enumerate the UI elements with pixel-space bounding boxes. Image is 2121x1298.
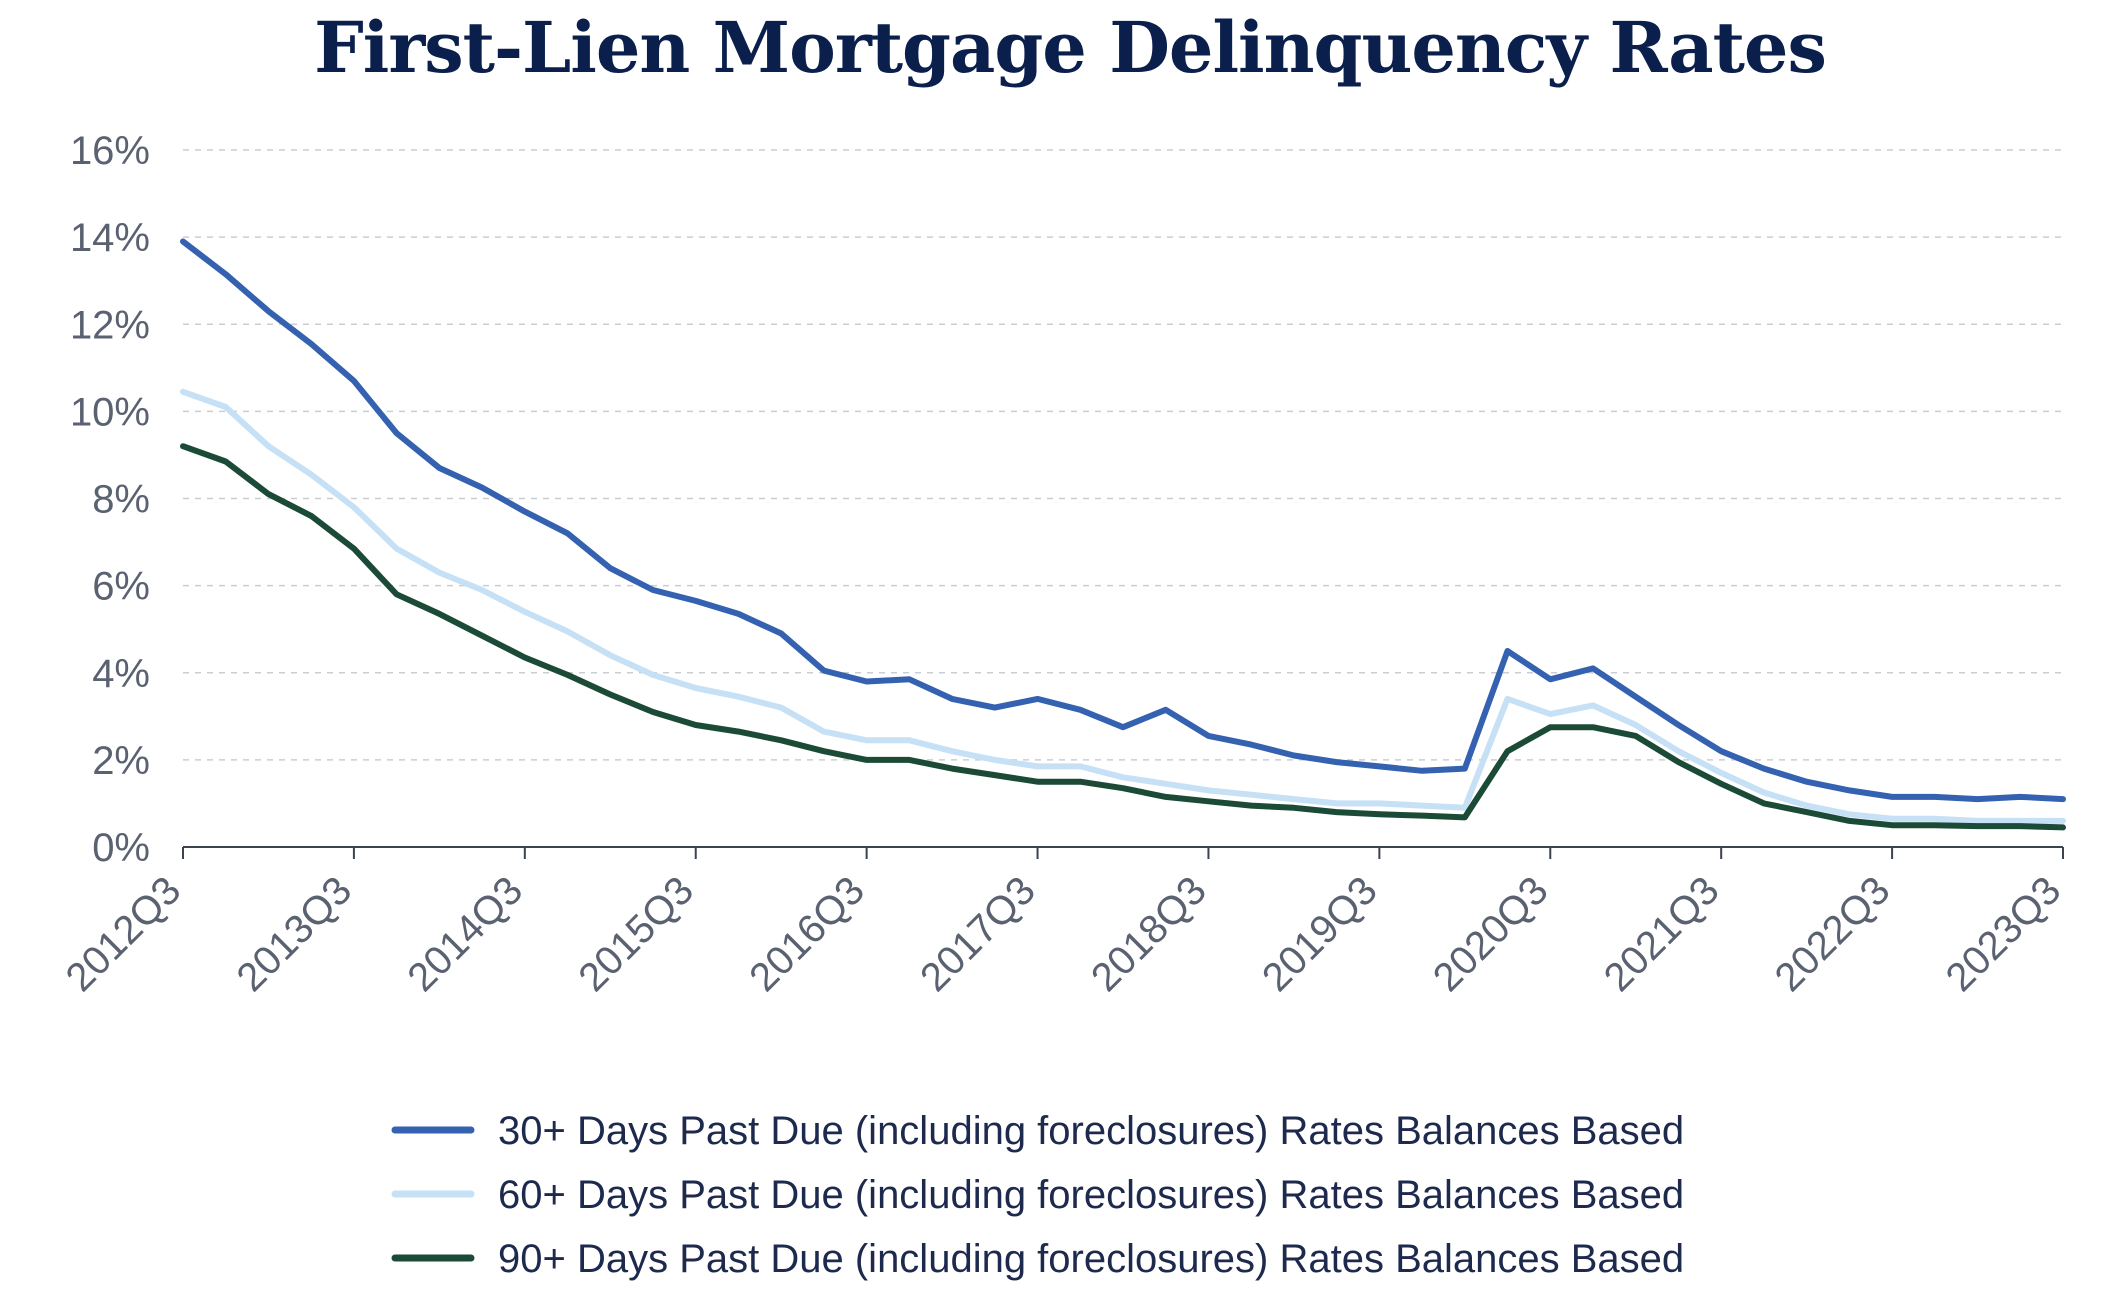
x-tick-label: 2015Q3 <box>570 868 702 1000</box>
x-tick-label: 2016Q3 <box>741 868 873 1000</box>
y-axis: 0% 2% 4% 6% 8% 10% 12% 14% 16% <box>70 129 150 870</box>
y-tick-label: 10% <box>70 390 150 434</box>
legend-label: 60+ Days Past Due (including foreclosure… <box>498 1173 1684 1217</box>
series-line-3 <box>180 443 2066 831</box>
x-tick-label: 2021Q3 <box>1596 868 1728 1000</box>
x-axis: 2012Q3 2013Q3 2014Q3 2015Q3 2016Q3 2017Q3 2018… <box>58 846 2070 1000</box>
x-tick-label: 2012Q3 <box>58 868 190 1000</box>
y-tick-label: 14% <box>70 216 150 260</box>
legend-label: 30+ Days Past Due (including foreclosure… <box>498 1109 1684 1153</box>
x-tick-label: 2014Q3 <box>399 868 531 1000</box>
y-tick-label: 12% <box>70 303 150 347</box>
legend-label: 90+ Days Past Due (including foreclosure… <box>498 1237 1684 1281</box>
series-lines <box>180 238 2066 831</box>
x-tick-label: 2013Q3 <box>229 868 361 1000</box>
chart-title: First-Lien Mortgage Delinquency Rates <box>314 6 1826 89</box>
y-tick-label: 0% <box>92 826 150 870</box>
series-line-2 <box>180 388 2066 824</box>
x-tick-label: 2017Q3 <box>912 868 1044 1000</box>
series-line-1 <box>180 238 2066 803</box>
x-tick-label: 2019Q3 <box>1254 868 1386 1000</box>
y-tick-label: 2% <box>92 739 150 783</box>
x-tick-label: 2020Q3 <box>1425 868 1557 1000</box>
legend: 30+ Days Past Due (including foreclosure… <box>391 1109 1684 1281</box>
y-tick-label: 8% <box>92 478 150 522</box>
x-tick-label: 2018Q3 <box>1083 868 1215 1000</box>
x-tick-label: 2022Q3 <box>1767 868 1899 1000</box>
y-tick-label: 4% <box>92 652 150 696</box>
x-tick-label: 2023Q3 <box>1938 868 2070 1000</box>
y-tick-label: 6% <box>92 565 150 609</box>
grid <box>183 149 2063 761</box>
y-tick-label: 16% <box>70 129 150 173</box>
